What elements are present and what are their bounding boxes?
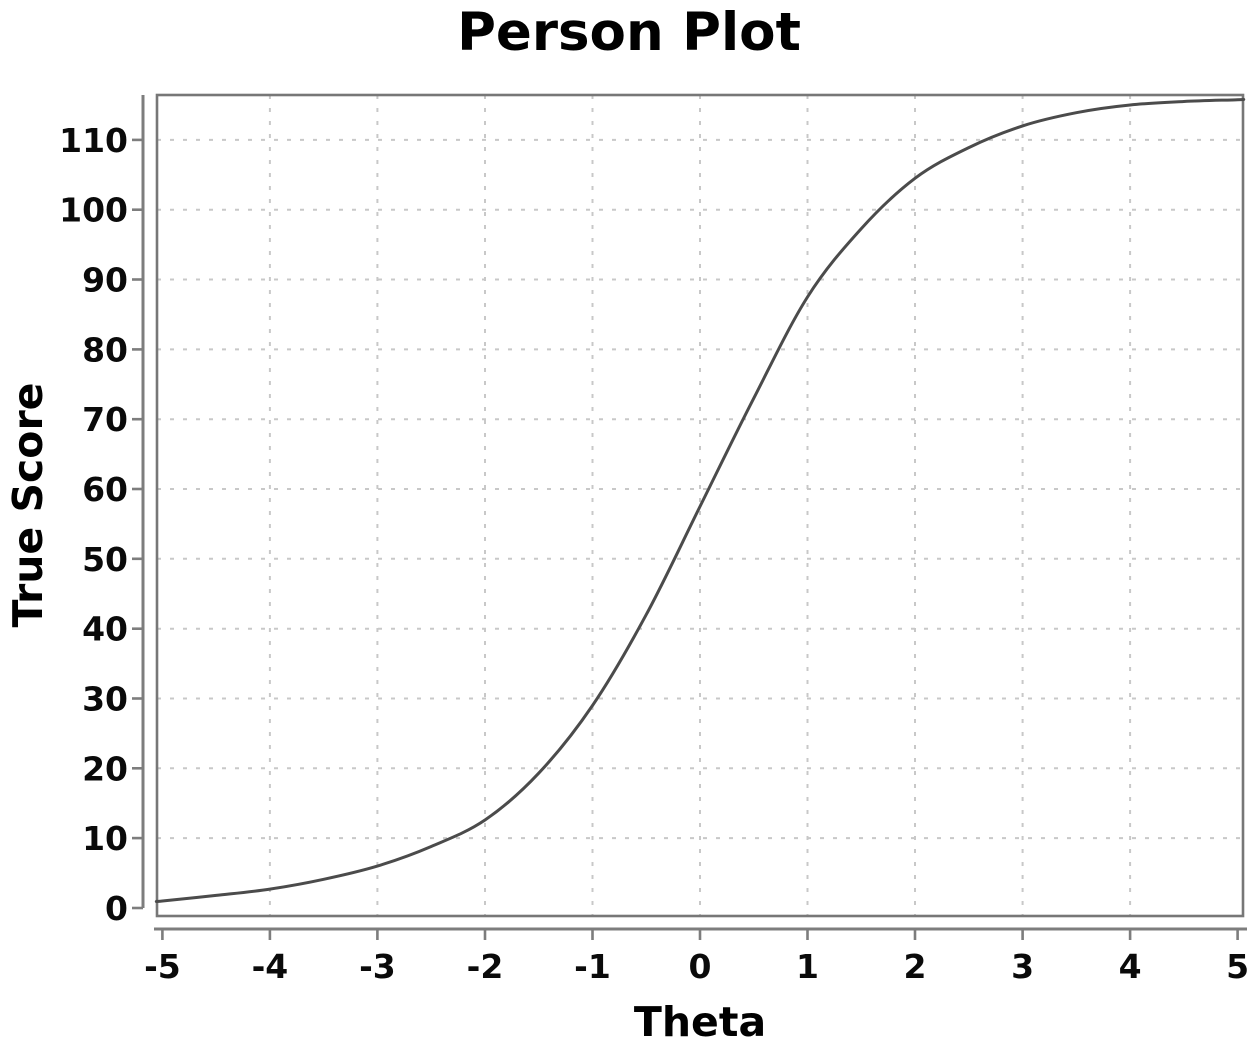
x-tick-label: 3 — [1011, 947, 1034, 986]
x-axis-title: Theta — [633, 998, 767, 1041]
y-tick-label: 110 — [59, 121, 128, 160]
y-tick-label: 20 — [82, 749, 128, 788]
y-tick-label: 30 — [82, 680, 128, 719]
y-tick-label: 10 — [82, 819, 128, 858]
y-axis-title: True Score — [4, 382, 52, 628]
plot-frame — [155, 93, 1245, 918]
x-tick-label: 4 — [1119, 947, 1142, 986]
y-tick-label: 70 — [82, 400, 128, 439]
y-tick-label: 0 — [105, 889, 128, 928]
y-tick-label: 60 — [82, 470, 128, 509]
x-tick-label: -2 — [467, 947, 504, 986]
x-tick-label: -1 — [574, 947, 611, 986]
x-tick-label: -3 — [359, 947, 396, 986]
y-tick-label: 40 — [82, 610, 128, 649]
y-tick-label: 50 — [82, 540, 128, 579]
y-tick-label: 90 — [82, 261, 128, 300]
true-score-curve — [154, 97, 1246, 904]
x-tick-label: -5 — [144, 947, 181, 986]
chart-title: Person Plot — [457, 2, 801, 63]
x-tick-label: 0 — [689, 947, 712, 986]
x-tick-label: 2 — [904, 947, 927, 986]
x-tick-label: 5 — [1226, 947, 1249, 986]
x-tick-label: 1 — [796, 947, 819, 986]
y-tick-label: 100 — [59, 191, 128, 230]
y-tick-label: 80 — [82, 330, 128, 369]
x-tick-label: -4 — [252, 947, 289, 986]
